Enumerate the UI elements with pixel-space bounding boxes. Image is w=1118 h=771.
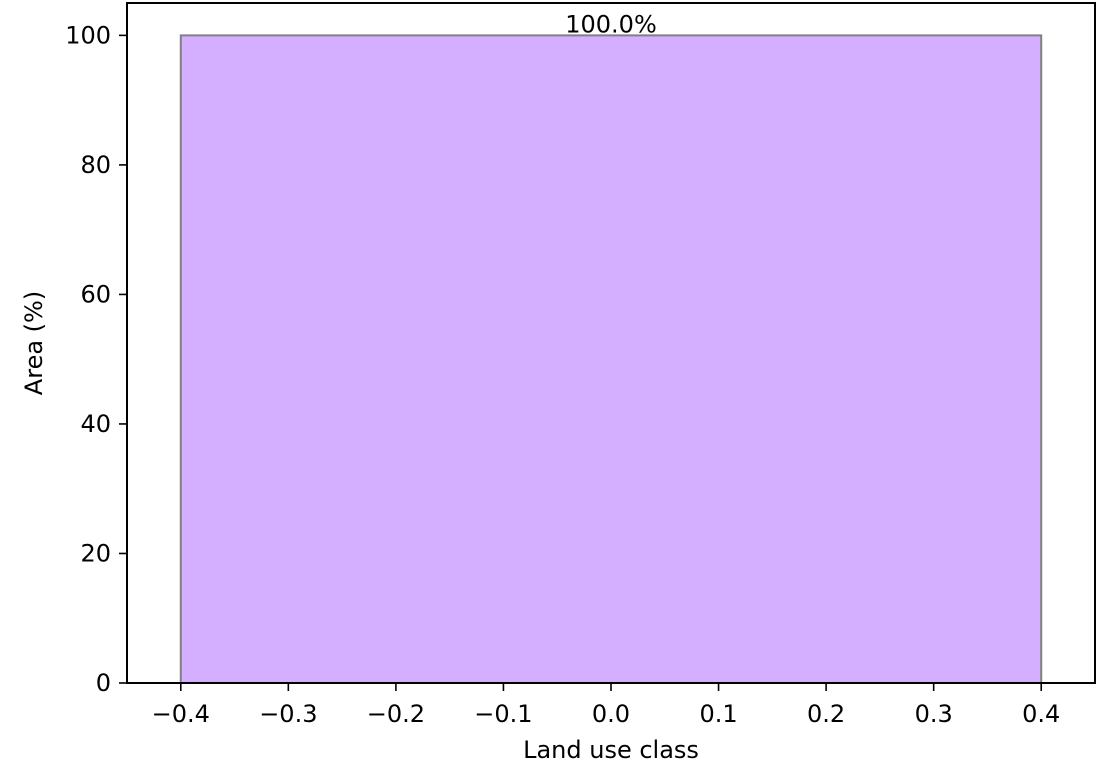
x-tick-label: 0.0 bbox=[592, 700, 630, 728]
x-axis-ticks: −0.4 −0.3 −0.2 −0.1 0.0 0.1 0.2 0.3 0.4 bbox=[152, 683, 1060, 728]
x-tick-label: −0.2 bbox=[367, 700, 425, 728]
y-tick-label: 60 bbox=[80, 280, 111, 308]
x-axis-label: Land use class bbox=[523, 736, 699, 764]
bar-value-label: 100.0% bbox=[565, 10, 657, 38]
x-tick-label: 0.4 bbox=[1022, 700, 1060, 728]
bar bbox=[179, 34, 1043, 684]
y-tick-label: 100 bbox=[65, 21, 111, 49]
x-tick-label: 0.1 bbox=[699, 700, 737, 728]
bars-layer bbox=[179, 34, 1043, 684]
x-tick-label: −0.3 bbox=[259, 700, 317, 728]
data-labels-layer: 100.0% bbox=[565, 10, 657, 38]
y-tick-label: 40 bbox=[80, 410, 111, 438]
y-tick-label: 20 bbox=[80, 539, 111, 567]
y-tick-label: 0 bbox=[96, 669, 111, 697]
x-tick-label: 0.2 bbox=[807, 700, 845, 728]
y-axis-ticks: 0 20 40 60 80 100 bbox=[65, 21, 127, 697]
x-tick-label: −0.4 bbox=[152, 700, 210, 728]
y-axis-label: Area (%) bbox=[20, 291, 48, 395]
x-tick-label: −0.1 bbox=[474, 700, 532, 728]
x-tick-label: 0.3 bbox=[915, 700, 953, 728]
y-tick-label: 80 bbox=[80, 151, 111, 179]
